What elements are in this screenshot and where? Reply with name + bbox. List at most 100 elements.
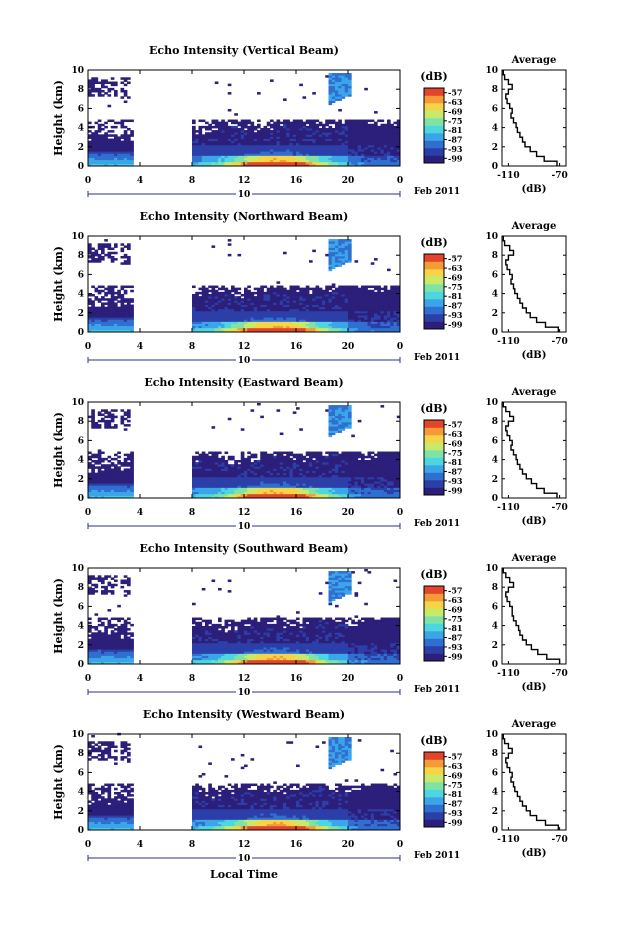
heatmap-cell [227,253,232,257]
heatmap-cell [211,153,216,156]
heatmap-cell [377,140,381,144]
heatmap-cell [390,315,394,318]
heatmap-cell [302,161,307,165]
heatmap-cell [383,319,388,322]
heatmap-cell [123,327,128,331]
heatmap-cell [263,163,268,167]
heatmap-cell [244,485,248,488]
heatmap-cell [266,317,271,320]
heatmap-cell [341,75,346,78]
heatmap-cell [247,134,251,137]
heatmap-cell [273,144,277,148]
heatmap-cell [192,125,196,129]
heatmap-cell [289,123,294,127]
heatmap-cell [305,317,310,320]
heatmap-cell [335,140,339,144]
heatmap-cell [260,159,264,163]
heatmap-cell [335,161,339,165]
heatmap-cell [344,243,349,246]
heatmap-cell [263,483,268,486]
heatmap-cell [292,483,297,486]
heatmap-cell [201,306,206,310]
heatmap-cell [97,138,102,142]
heatmap-cell [302,462,307,465]
heatmap-cell [244,146,248,150]
heatmap-cell [101,149,105,152]
heatmap-cell [110,413,115,417]
heatmap-cell [195,155,199,158]
heatmap-cell [244,319,248,322]
heatmap-cell [302,472,307,476]
heatmap-cell [380,155,385,158]
colorbar-swatch [424,254,444,262]
heatmap-cell [383,142,388,146]
heatmap-cell [192,325,196,329]
heatmap-cell [348,247,352,251]
heatmap-cell [335,258,339,261]
heatmap-cell [305,302,310,305]
heatmap-cell [127,245,131,248]
heatmap-cell [276,321,281,324]
heatmap-cell [91,302,95,305]
heatmap-cell [370,136,375,139]
heatmap-cell [104,243,108,246]
heatmap-cell [208,140,212,144]
heatmap-cell [338,312,342,316]
heatmap-cell [325,136,329,139]
heatmap-cell [309,481,313,484]
heatmap-cell [315,468,320,471]
heatmap-cell [91,426,95,429]
heatmap-cell [325,130,329,133]
heatmap-cell [244,470,248,474]
heatmap-cell [110,77,115,80]
heatmap-cell [276,159,281,163]
heatmap-cell [247,296,251,299]
heatmap-cell [364,317,368,320]
heatmap-cell [299,327,303,331]
heatmap-cell [325,489,329,493]
heatmap-cell [328,100,333,104]
heatmap-cell [104,421,108,425]
heatmap-cell [331,459,336,463]
heatmap-cell [201,287,206,291]
heatmap-cell [312,302,316,305]
heatmap-cell [279,302,284,305]
heatmap-cell [331,89,336,93]
heatmap-cell [318,144,323,148]
heatmap-cell [390,138,394,142]
heatmap-cell [270,79,274,82]
heatmap-cell [114,478,118,482]
heatmap-cell [299,495,303,499]
heatmap-cell [383,136,388,139]
heatmap-cell [240,300,245,303]
heatmap-cell [302,127,307,131]
heatmap-cell [328,415,333,419]
heatmap-cell [387,319,391,322]
heatmap-cell [299,315,303,318]
heatmap-cell [292,296,297,299]
heatmap-cell [104,491,108,495]
heatmap-cell [286,296,290,299]
heatmap-cell [325,491,329,495]
heatmap-cell [305,468,310,471]
heatmap-cell [97,155,102,158]
heatmap-cell [97,146,102,150]
heatmap-cell [292,291,297,295]
heatmap-cell [94,146,99,150]
heatmap-cell [312,304,316,308]
heatmap-cell [344,138,349,142]
heatmap-cell [325,457,329,461]
heatmap-cell [364,136,368,139]
heatmap-cell [292,127,297,131]
heatmap-cell [201,493,206,497]
heatmap-cell [117,470,121,474]
heatmap-cell [387,123,391,127]
heatmap-cell [110,306,115,310]
heatmap-cell [354,293,359,297]
heatmap-cell [383,312,388,316]
heatmap-cell [244,462,248,465]
heatmap-cell [322,125,326,129]
heatmap-cell [88,491,92,495]
heatmap-cell [299,83,303,87]
heatmap-cell [94,453,99,457]
